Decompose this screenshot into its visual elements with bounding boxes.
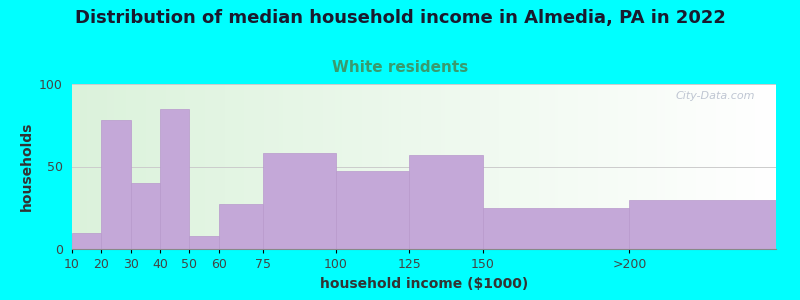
Bar bbox=[218, 205, 262, 249]
Bar bbox=[190, 236, 218, 249]
Bar bbox=[336, 171, 410, 249]
Text: White residents: White residents bbox=[332, 60, 468, 75]
Bar bbox=[410, 155, 482, 249]
Bar bbox=[482, 208, 630, 249]
Bar bbox=[262, 153, 336, 249]
Bar bbox=[130, 183, 160, 249]
Bar bbox=[72, 232, 102, 249]
X-axis label: household income ($1000): household income ($1000) bbox=[320, 277, 528, 291]
Bar bbox=[160, 109, 190, 249]
Text: Distribution of median household income in Almedia, PA in 2022: Distribution of median household income … bbox=[74, 9, 726, 27]
Text: City-Data.com: City-Data.com bbox=[675, 91, 755, 100]
Y-axis label: households: households bbox=[19, 122, 34, 211]
Bar bbox=[630, 200, 776, 249]
Bar bbox=[102, 120, 130, 249]
